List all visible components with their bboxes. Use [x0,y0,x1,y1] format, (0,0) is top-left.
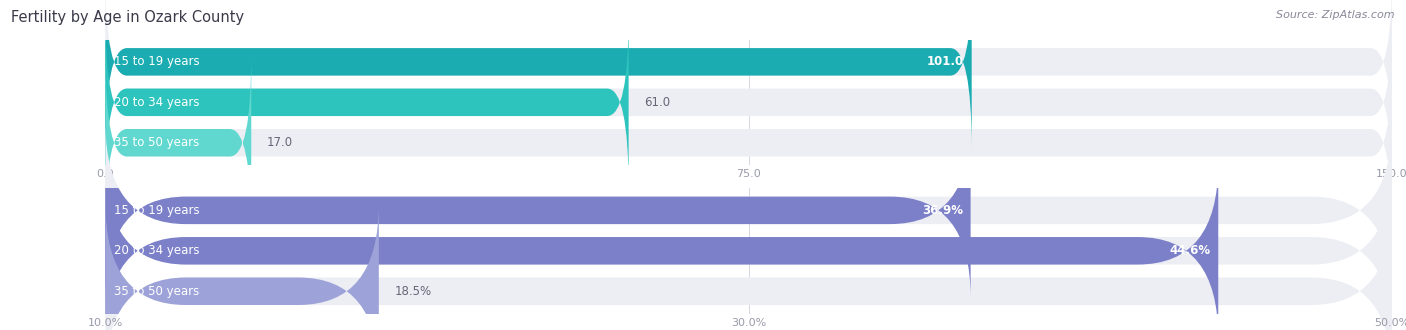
Text: 15 to 19 years: 15 to 19 years [114,55,200,68]
Text: Source: ZipAtlas.com: Source: ZipAtlas.com [1277,10,1395,20]
FancyBboxPatch shape [105,15,628,190]
Text: 44.6%: 44.6% [1170,244,1211,257]
Text: 18.5%: 18.5% [394,285,432,298]
FancyBboxPatch shape [105,163,1392,330]
FancyBboxPatch shape [105,55,1392,230]
Text: 17.0: 17.0 [267,136,292,149]
FancyBboxPatch shape [105,204,1392,330]
Text: 20 to 34 years: 20 to 34 years [114,244,200,257]
Text: 36.9%: 36.9% [922,204,963,217]
FancyBboxPatch shape [105,163,1218,330]
Text: 101.0: 101.0 [927,55,965,68]
Text: 61.0: 61.0 [644,96,671,109]
Text: 20 to 34 years: 20 to 34 years [114,96,200,109]
Text: 35 to 50 years: 35 to 50 years [114,285,200,298]
FancyBboxPatch shape [105,15,1392,190]
FancyBboxPatch shape [105,0,972,149]
FancyBboxPatch shape [105,55,252,230]
FancyBboxPatch shape [105,204,378,330]
FancyBboxPatch shape [105,0,1392,149]
Text: 35 to 50 years: 35 to 50 years [114,136,200,149]
FancyBboxPatch shape [105,123,1392,298]
FancyBboxPatch shape [105,123,970,298]
Text: Fertility by Age in Ozark County: Fertility by Age in Ozark County [11,10,245,25]
Text: 15 to 19 years: 15 to 19 years [114,204,200,217]
